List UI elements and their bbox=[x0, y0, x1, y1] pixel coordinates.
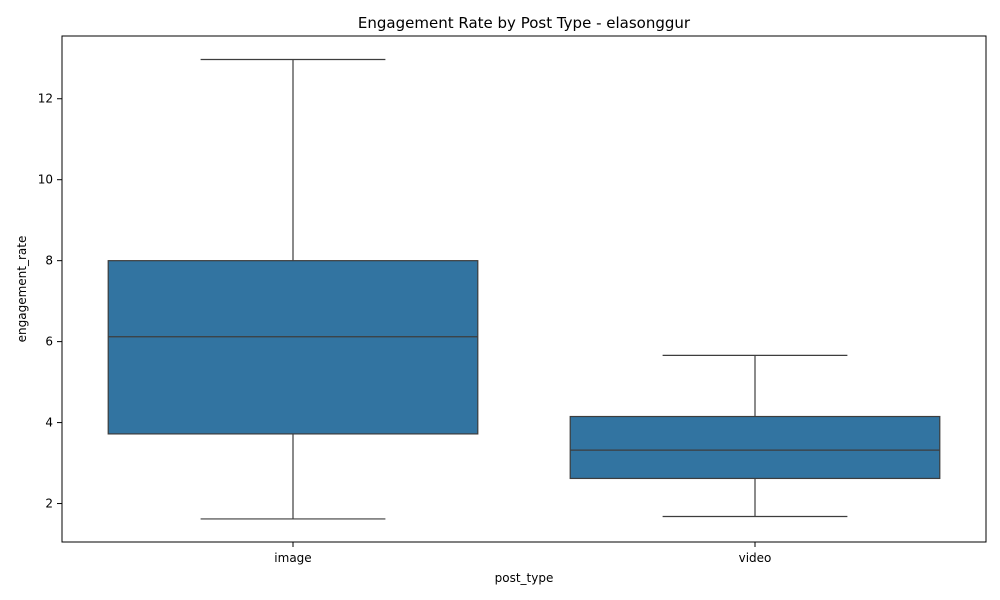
x-tick-label-video: video bbox=[739, 551, 772, 565]
iqr-box bbox=[569, 415, 941, 480]
y-tick-label: 4 bbox=[45, 416, 53, 430]
chart-title: Engagement Rate by Post Type - elasonggu… bbox=[358, 14, 691, 32]
y-tick-label: 12 bbox=[38, 92, 53, 106]
boxes-layer bbox=[107, 58, 941, 520]
y-axis-label: engagement_rate bbox=[15, 236, 29, 343]
y-tick-label: 6 bbox=[45, 335, 53, 349]
box-image bbox=[107, 58, 479, 520]
plot-area-frame bbox=[61, 35, 987, 543]
x-axis-label: post_type bbox=[495, 571, 554, 585]
box-video bbox=[569, 354, 941, 518]
x-axis-ticks: image video bbox=[274, 542, 771, 565]
y-axis-ticks: 2 4 6 8 10 12 bbox=[38, 92, 62, 511]
y-tick-label: 10 bbox=[38, 173, 53, 187]
iqr-box bbox=[107, 260, 479, 435]
x-tick-label-image: image bbox=[274, 551, 311, 565]
y-tick-label: 2 bbox=[45, 497, 53, 511]
y-tick-label: 8 bbox=[45, 254, 53, 268]
